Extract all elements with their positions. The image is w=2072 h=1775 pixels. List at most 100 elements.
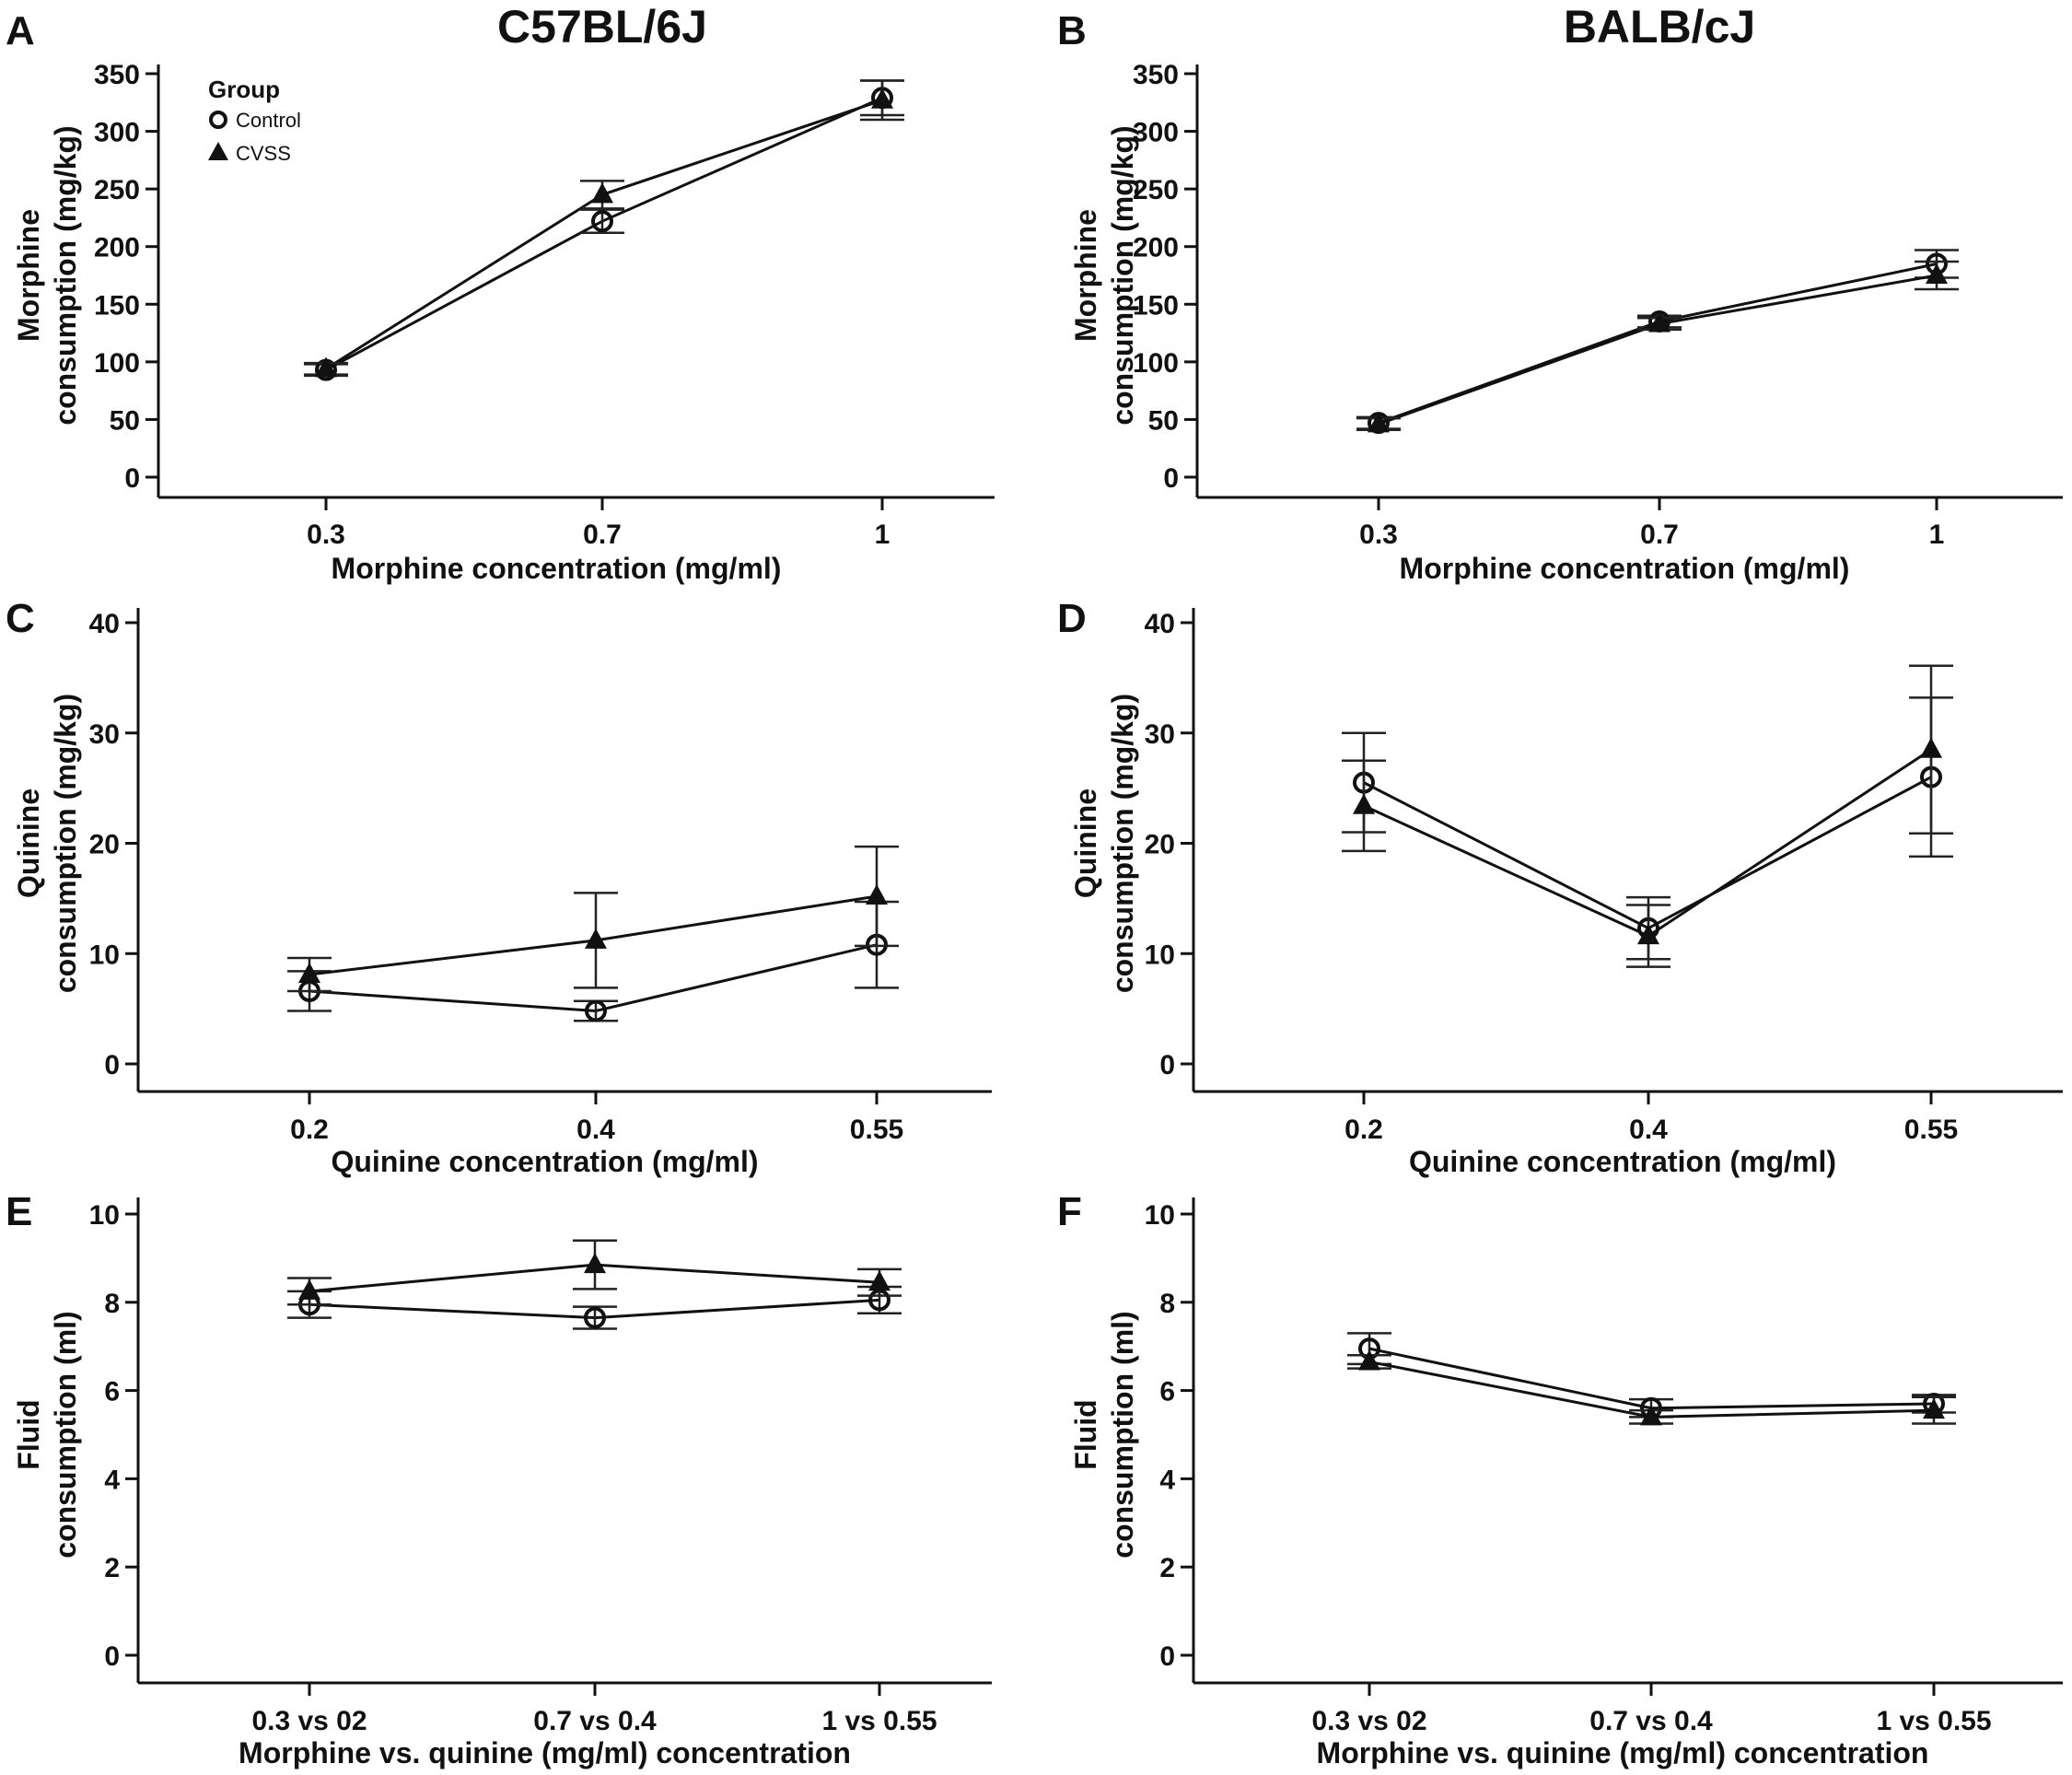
panel-b-y-tick-label: 350 (1133, 60, 1179, 90)
panel-e: E 0 2 4 6 8 10 0.3 vs 02 0.7 vs 0.4 1 vs 0.55Morp… (6, 1189, 992, 1769)
panel-c-x-tick-label: 0.4 (576, 1115, 615, 1145)
panel-e-y-tick-label: 6 (104, 1377, 120, 1407)
panel-d-x-tick-label: 0.55 (1904, 1115, 1958, 1145)
panel-b-y-tick-label: 0 (1163, 463, 1179, 494)
panel-f-x-tick-label: 0.3 vs 02 (1311, 1706, 1426, 1736)
panel-a-y-axis-label-line: consumption (mg/kg) (49, 125, 82, 425)
panel-d-y-axis-label-line: consumption (mg/kg) (1106, 694, 1139, 993)
panel-e-y-axis-label-line: consumption (ml) (49, 1311, 82, 1558)
panel-f-y-tick-label: 6 (1159, 1377, 1175, 1407)
panel-f-x-tick-label: 0.7 vs 0.4 (1589, 1706, 1713, 1736)
panel-b-y-tick-label: 250 (1133, 175, 1179, 205)
column-title-left: C57BL/6J (497, 1, 707, 53)
panel-b-x-tick-label: 1 (1929, 520, 1945, 550)
panel-d-y-tick-label: 30 (1145, 719, 1175, 750)
panel-a-cvss-point (871, 88, 893, 109)
panel-a-letter: A (6, 8, 35, 53)
panel-d-y-tick-label: 10 (1145, 940, 1175, 970)
panel-c-y-axis-label-line: Quinine (12, 788, 45, 898)
legend-cvss-label: CVSS (236, 142, 291, 165)
panel-e-y-tick-label: 0 (104, 1641, 120, 1672)
panel-c-y-tick-label: 0 (104, 1050, 120, 1080)
panel-a-cvss-point (591, 182, 613, 204)
panel-f: F 0 2 4 6 8 10 0.3 vs 02 0.7 vs 0.4 1 vs 0.55Morp… (1057, 1189, 2063, 1769)
panel-b-y-tick-label: 300 (1133, 118, 1179, 148)
panel-e-y-axis-label-line: Fluid (12, 1399, 45, 1469)
legend-control-label: Control (236, 109, 301, 132)
panel-e-x-axis-label: Morphine vs. quinine (mg/ml) concentrati… (239, 1736, 851, 1769)
panel-c-letter: C (6, 596, 35, 641)
panel-f-x-tick-label: 1 vs 0.55 (1876, 1706, 1991, 1736)
panel-e-cvss-point (584, 1253, 606, 1274)
panel-b-cvss-point (1926, 263, 1948, 284)
legend-title: Group (208, 76, 280, 103)
panel-e-cvss-point (298, 1279, 320, 1300)
panel-e-cvss-point (868, 1270, 890, 1291)
panel-b-y-axis-label-line: consumption (mg/kg) (1106, 125, 1139, 425)
panel-d-x-axis-label: Quinine concentration (mg/ml) (1409, 1145, 1836, 1178)
panel-a-cvss-line (325, 99, 883, 370)
panel-a-y-tick-label: 250 (94, 175, 140, 205)
panel-e-control-point (584, 1306, 606, 1329)
panel-d-y-axis-label-line: Quinine (1069, 788, 1102, 898)
panel-a-x-tick-label: 0.7 (583, 520, 622, 550)
panel-b-cvss-point (1648, 311, 1670, 333)
panel-b-x-axis-label: Morphine concentration (mg/ml) (1400, 552, 1850, 585)
panel-c-y-tick-label: 10 (89, 940, 120, 970)
panel-a-y-tick-label: 100 (94, 348, 140, 379)
panel-f-letter: F (1057, 1189, 1082, 1234)
panel-e-letter: E (6, 1189, 32, 1234)
panel-b-cvss-point (1368, 412, 1390, 433)
panel-d: D 0 10 20 30 40 0.2 0.4 0.55 Quinine concentratio… (1057, 596, 2063, 1178)
panel-a-y-tick-label: 0 (124, 463, 140, 494)
panel-a-y-axis-label-line: Morphine (12, 209, 45, 342)
panel-e-y-tick-label: 10 (89, 1200, 120, 1231)
panel-d-y-tick-label: 20 (1145, 830, 1175, 860)
panel-f-y-tick-label: 0 (1159, 1641, 1175, 1672)
panel-e-y-tick-label: 2 (104, 1553, 120, 1583)
panel-f-y-tick-label: 10 (1145, 1200, 1175, 1231)
panel-b-x-tick-label: 0.7 (1640, 520, 1679, 550)
panel-a-x-axis-label: Morphine concentration (mg/ml) (332, 552, 782, 585)
panel-c-y-tick-label: 20 (89, 830, 120, 860)
panel-d-y-tick-label: 40 (1145, 609, 1175, 639)
panel-c-y-tick-label: 40 (89, 609, 120, 639)
panel-e-x-tick-label: 0.7 vs 0.4 (533, 1706, 657, 1736)
panel-c-cvss-point (866, 883, 888, 905)
panel-b-y-tick-label: 150 (1133, 290, 1179, 321)
panel-d-cvss-point (1920, 737, 1942, 758)
panel-f-y-tick-label: 8 (1159, 1289, 1175, 1319)
panel-a-y-tick-label: 350 (94, 60, 140, 90)
panel-e-x-tick-label: 1 vs 0.55 (821, 1706, 937, 1736)
panel-a-y-tick-label: 50 (110, 405, 140, 436)
panel-b-y-axis-label-line: Morphine (1069, 209, 1102, 342)
panel-a-x-tick-label: 1 (875, 520, 890, 550)
panel-b-letter: B (1057, 8, 1087, 53)
panel-c-y-tick-label: 30 (89, 719, 120, 750)
panel-c-x-axis-label: Quinine concentration (mg/ml) (331, 1145, 758, 1178)
panel-c-cvss-point (585, 928, 607, 949)
panel-c: C 0 10 20 30 40 0.2 0.4 0.55 Quinine concentratio… (6, 596, 992, 1178)
panel-a-control-point (591, 210, 613, 233)
panel-f-cvss-point (1358, 1349, 1380, 1371)
panel-d-x-tick-label: 0.4 (1629, 1115, 1668, 1145)
panel-f-y-tick-label: 2 (1159, 1553, 1175, 1583)
panel-f-y-axis-label-line: Fluid (1069, 1399, 1102, 1469)
panel-b-cvss-line (1378, 274, 1938, 426)
panel-a-cvss-point (315, 356, 337, 378)
panel-c-control-point (585, 999, 607, 1022)
panel-a: A 0 50 100 150 200 250 300 350 0.3 0.7 1 Morphine co… (6, 8, 995, 585)
panel-b: B 0 50 100 150 200 250 300 350 0.3 0.7 1 Morphine co… (1057, 8, 2063, 585)
panel-f-y-tick-label: 4 (1159, 1465, 1175, 1495)
panel-c-x-tick-label: 0.55 (850, 1115, 903, 1145)
column-title-right: BALB/cJ (1564, 1, 1755, 53)
panel-d-cvss-point (1637, 924, 1659, 945)
panel-f-x-axis-label: Morphine vs. quinine (mg/ml) concentrati… (1317, 1736, 1929, 1769)
legend-cvss-marker (208, 142, 228, 160)
panel-e-y-tick-label: 4 (104, 1465, 120, 1495)
panel-b-x-tick-label: 0.3 (1359, 520, 1398, 550)
legend: Group Control CVSS (208, 76, 301, 165)
panel-d-y-tick-label: 0 (1159, 1050, 1175, 1080)
